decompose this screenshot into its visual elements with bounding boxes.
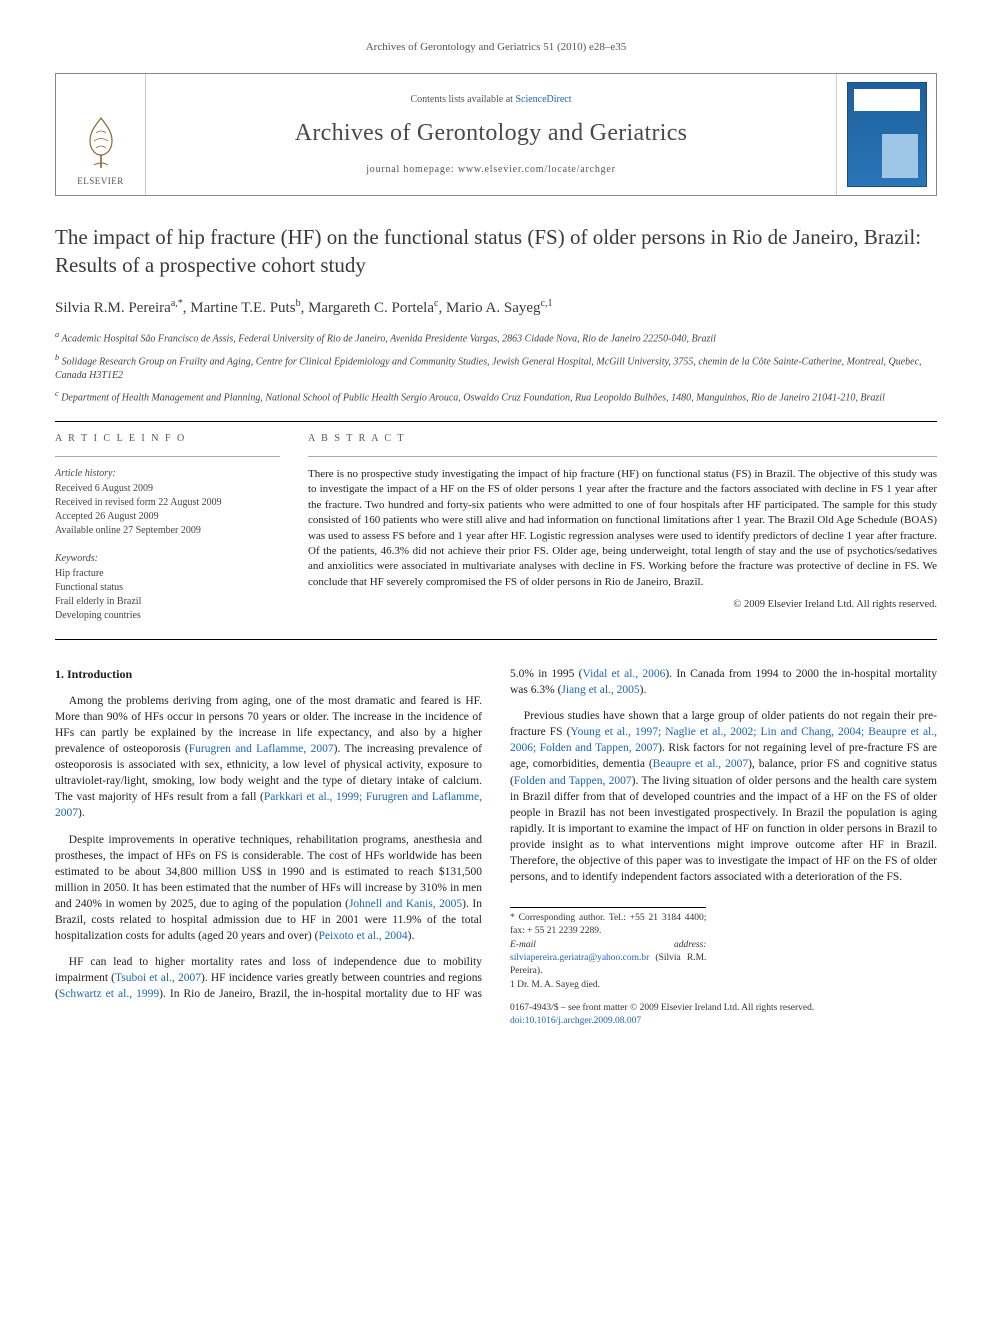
homepage-prefix: journal homepage: [366,164,458,175]
history-heading: Article history: [55,467,280,481]
contents-available-line: Contents lists available at ScienceDirec… [410,93,571,107]
divider-rule [55,639,937,640]
footnotes-block: * Corresponding author. Tel.: +55 21 318… [510,907,706,992]
citation-link[interactable]: Tsuboi et al., 2007 [115,972,201,984]
corresponding-email-line: E-mail address: silviapereira.geriatra@y… [510,939,706,979]
publisher-label: ELSEVIER [77,175,124,188]
history-line: Available online 27 September 2009 [55,524,280,538]
divider-thin [308,456,937,457]
running-head: Archives of Gerontology and Geriatrics 5… [55,40,937,55]
abstract-heading: A B S T R A C T [308,432,937,446]
publisher-block: ELSEVIER [56,74,146,195]
front-matter-line: 0167-4943/$ – see front matter © 2009 El… [510,1002,937,1015]
corresponding-email-link[interactable]: silviapereira.geriatra@yahoo.com.br [510,953,649,963]
affiliations-block: a Academic Hospital São Francisco de Ass… [55,329,937,405]
article-info-heading: A R T I C L E I N F O [55,432,280,446]
citation-link[interactable]: Beaupre et al., 2007 [653,758,748,770]
citation-link[interactable]: Johnell and Kanis, 2005 [349,898,462,910]
journal-homepage-line: journal homepage: www.elsevier.com/locat… [366,163,616,177]
citation-link[interactable]: Young et al., 1997; Naglie et al., 2002;… [510,726,937,754]
doi-link[interactable]: doi:10.1016/j.archger.2009.08.007 [510,1016,641,1026]
section-heading-introduction: 1. Introduction [55,666,482,683]
citation-link[interactable]: Jiang et al., 2005 [561,684,639,696]
body-paragraph: Among the problems deriving from aging, … [55,693,482,822]
abstract-text: There is no prospective study investigat… [308,467,937,590]
article-info-row: A R T I C L E I N F O Article history: R… [55,432,937,623]
history-line: Received in revised form 22 August 2009 [55,496,280,510]
homepage-url: www.elsevier.com/locate/archger [458,164,616,175]
history-line: Accepted 26 August 2009 [55,510,280,524]
divider-thin [55,456,280,457]
journal-cover-thumbnail [847,82,927,187]
body-paragraph: Previous studies have shown that a large… [510,708,937,885]
journal-masthead: ELSEVIER Contents lists available at Sci… [55,73,937,196]
keyword-item: Hip fracture [55,567,280,581]
affiliation-line: c Department of Health Management and Pl… [55,388,937,405]
journal-name: Archives of Gerontology and Geriatrics [295,117,688,151]
body-two-column: 1. Introduction Among the problems deriv… [55,666,937,1029]
affiliation-line: b Solidage Research Group on Frailty and… [55,352,937,382]
footer-block: 0167-4943/$ – see front matter © 2009 El… [510,1002,937,1029]
citation-link[interactable]: Schwartz et al., 1999 [59,988,159,1000]
author-deceased-note: 1 Dr. M. A. Sayeg died. [510,979,706,992]
contents-prefix: Contents lists available at [410,94,515,105]
body-paragraph: Despite improvements in operative techni… [55,832,482,945]
affiliation-line: a Academic Hospital São Francisco de Ass… [55,329,937,346]
article-title: The impact of hip fracture (HF) on the f… [55,224,937,279]
divider-rule [55,421,937,422]
doi-line: doi:10.1016/j.archger.2009.08.007 [510,1015,937,1028]
author-list: Silvia R.M. Pereiraa,*, Martine T.E. Put… [55,297,937,319]
citation-link[interactable]: Parkkari et al., 1999; Furugren and Lafl… [55,791,482,819]
abstract-copyright: © 2009 Elsevier Ireland Ltd. All rights … [308,598,937,613]
abstract-block: A B S T R A C T There is no prospective … [308,432,937,623]
citation-link[interactable]: Folden and Tappen, 2007 [514,775,632,787]
email-label: E-mail address: [510,940,706,950]
article-page: Archives of Gerontology and Geriatrics 5… [0,0,992,1069]
history-line: Received 6 August 2009 [55,482,280,496]
elsevier-tree-icon [76,113,126,173]
keyword-item: Frail elderly in Brazil [55,595,280,609]
sciencedirect-link[interactable]: ScienceDirect [515,94,571,105]
keyword-item: Functional status [55,581,280,595]
keywords-heading: Keywords: [55,552,280,566]
citation-link[interactable]: Vidal et al., 2006 [582,668,665,680]
citation-link[interactable]: Peixoto et al., 2004 [318,930,407,942]
keyword-item: Developing countries [55,609,280,623]
cover-thumb-block [836,74,936,195]
masthead-center: Contents lists available at ScienceDirec… [146,74,836,195]
article-info-sidebar: A R T I C L E I N F O Article history: R… [55,432,280,623]
corresponding-author-note: * Corresponding author. Tel.: +55 21 318… [510,912,706,939]
citation-link[interactable]: Furugren and Laflamme, 2007 [189,743,334,755]
